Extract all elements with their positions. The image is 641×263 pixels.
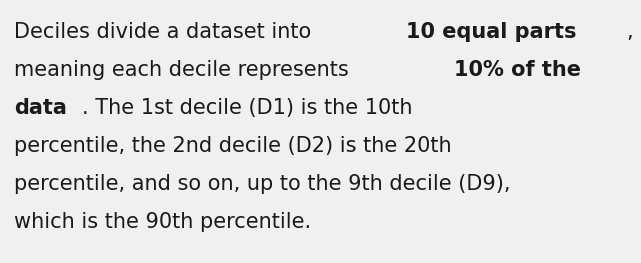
Text: which is the 90th percentile.: which is the 90th percentile. [14,212,311,232]
Text: data: data [14,98,67,118]
Text: Deciles divide a dataset into: Deciles divide a dataset into [14,22,318,42]
Text: percentile, and so on, up to the 9th decile (D9),: percentile, and so on, up to the 9th dec… [14,174,510,194]
Text: 10% of the: 10% of the [454,60,581,80]
Text: meaning each decile represents: meaning each decile represents [14,60,355,80]
Text: 10 equal parts: 10 equal parts [406,22,577,42]
Text: ,: , [626,22,633,42]
Text: percentile, the 2nd decile (D2) is the 20th: percentile, the 2nd decile (D2) is the 2… [14,136,452,156]
Text: . The 1st decile (D1) is the 10th: . The 1st decile (D1) is the 10th [82,98,413,118]
